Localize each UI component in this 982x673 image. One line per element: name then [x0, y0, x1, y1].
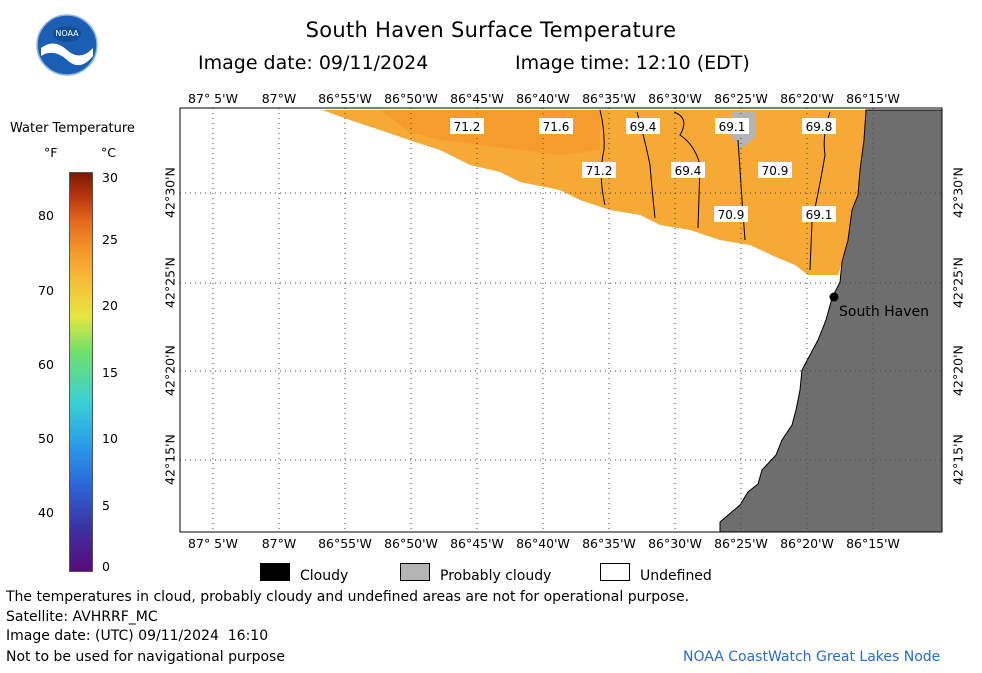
colorbar-c-tick: 5: [102, 498, 110, 513]
lon-label-bottom: 86°20'W: [780, 536, 834, 551]
temperature-label-bg: [715, 118, 749, 134]
lon-label-bottom: 86°55'W: [318, 536, 372, 551]
lon-label-top: 86°55'W: [318, 91, 372, 106]
temperature-label-bg: [626, 118, 660, 134]
lat-label-left: 42°20'N: [162, 345, 178, 396]
undefined-swatch: [600, 563, 630, 581]
lat-label-right: 42°20'N: [950, 345, 966, 396]
lon-label-bottom: 86°25'W: [714, 536, 768, 551]
lat-label-right: 42°30'N: [950, 167, 966, 218]
colorbar-c-tick: 15: [102, 365, 118, 380]
temperature-label: 71.2: [454, 120, 481, 134]
lon-label-top: 86°45'W: [450, 91, 504, 106]
utc-date-text: Image date: (UTC) 09/11/2024 16:10: [6, 628, 269, 644]
colorbar-f-tick: 80: [38, 208, 54, 223]
temperature-label-bg: [539, 118, 573, 134]
lon-label-bottom: 86°15'W: [846, 536, 900, 551]
lat-label-left: 42°25'N: [162, 257, 178, 308]
colorbar-c-tick: 10: [102, 431, 118, 446]
temperature-label-bg: [758, 162, 792, 178]
colorbar-c-tick: 20: [102, 298, 118, 313]
image-time-label: Image time: 12:10 (EDT): [515, 52, 750, 74]
credit-text: NOAA CoastWatch Great Lakes Node: [683, 649, 941, 665]
land-area: [719, 109, 943, 533]
colorbar-f-tick: 60: [38, 357, 54, 372]
lon-label-top: 87° 5'W: [188, 91, 238, 106]
probably-cloudy-swatch: [400, 563, 430, 581]
temperature-label-bg: [582, 162, 616, 178]
temperature-label: 69.4: [630, 120, 657, 134]
temperature-label: 71.6: [543, 120, 570, 134]
colorbar-c-tick: 25: [102, 232, 118, 247]
colorbar-f-tick: 70: [38, 283, 54, 298]
probably-cloudy-label: Probably cloudy: [440, 568, 552, 584]
temperature-label-bg: [450, 118, 484, 134]
temperature-label-bg: [714, 206, 748, 222]
lat-label-left: 42°30'N: [162, 167, 178, 218]
noaa-logo: NOAA: [36, 14, 98, 76]
temperature-label-bg: [802, 118, 836, 134]
lon-label-top: 86°30'W: [648, 91, 702, 106]
undefined-label: Undefined: [640, 568, 712, 584]
lat-label-right: 42°25'N: [950, 257, 966, 308]
temperature-label: 69.1: [719, 120, 746, 134]
temperature-label-bg: [802, 206, 836, 222]
lon-label-top: 86°50'W: [384, 91, 438, 106]
colorbar-f-tick: 40: [38, 505, 54, 520]
temperature-label: 70.9: [718, 208, 745, 222]
colorbar-unit-f: °F: [44, 145, 58, 160]
noaa-logo-text: NOAA: [55, 29, 79, 38]
colorbar-f-tick: 50: [38, 431, 54, 446]
cloudy-swatch: [260, 563, 290, 581]
lon-label-top: 86°15'W: [846, 91, 900, 106]
lon-label-top: 87°W: [261, 91, 297, 106]
lon-label-top: 86°20'W: [780, 91, 834, 106]
temperature-label-bg: [671, 162, 705, 178]
lon-label-bottom: 87° 5'W: [188, 536, 238, 551]
lon-label-bottom: 86°30'W: [648, 536, 702, 551]
colorbar: [69, 172, 93, 572]
colorbar-title: Water Temperature: [10, 121, 135, 136]
lon-label-bottom: 86°40'W: [516, 536, 570, 551]
lon-label-top: 86°40'W: [516, 91, 570, 106]
satellite-text: Satellite: AVHRRF_MC: [6, 609, 158, 625]
temperature-label: 69.1: [806, 208, 833, 222]
nav-warning-text: Not to be used for navigational purpose: [6, 649, 285, 665]
water-temperature-area: [322, 110, 866, 275]
colorbar-c-tick: 0: [102, 559, 110, 574]
lon-label-top: 86°35'W: [582, 91, 636, 106]
temperature-label: 71.2: [586, 164, 613, 178]
cloudy-label: Cloudy: [300, 568, 349, 584]
south-haven-label: South Haven: [839, 304, 929, 320]
colorbar-unit-c: °C: [101, 145, 116, 160]
image-date-label: Image date: 09/11/2024: [198, 52, 429, 74]
colorbar-c-tick: 30: [102, 170, 118, 185]
lon-label-bottom: 87°W: [261, 536, 297, 551]
lon-label-bottom: 86°35'W: [582, 536, 636, 551]
map-title: South Haven Surface Temperature: [305, 18, 677, 42]
lon-label-bottom: 86°50'W: [384, 536, 438, 551]
temperature-label: 69.8: [806, 120, 833, 134]
lon-label-bottom: 86°45'W: [450, 536, 504, 551]
temperature-label: 69.4: [675, 164, 702, 178]
disclaimer-text: The temperatures in cloud, probably clou…: [6, 589, 690, 605]
south-haven-marker: [829, 292, 839, 302]
temperature-label: 70.9: [762, 164, 789, 178]
lat-label-left: 42°15'N: [162, 434, 178, 485]
lat-label-right: 42°15'N: [950, 434, 966, 485]
lon-label-top: 86°25'W: [714, 91, 768, 106]
